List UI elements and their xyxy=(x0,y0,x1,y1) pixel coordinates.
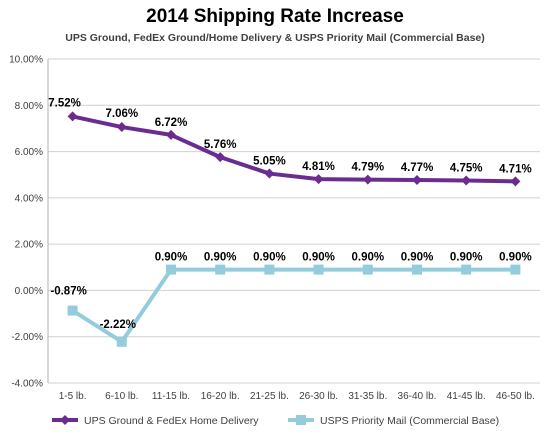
chart-title: 2014 Shipping Rate Increase xyxy=(146,6,404,27)
y-tick-label: -2.00% xyxy=(11,332,43,343)
data-point-series-2 xyxy=(215,264,226,275)
y-tick-label: 2.00% xyxy=(15,240,43,251)
data-label-series-2: 0.90% xyxy=(302,252,335,264)
series-line-1 xyxy=(72,114,516,184)
y-tick-label: 10.00% xyxy=(9,55,43,66)
data-point-series-2 xyxy=(412,264,422,275)
data-label-series-2: 0.90% xyxy=(499,252,532,264)
data-label-series-1: 4.77% xyxy=(401,162,434,174)
x-tick-label: 46-50 lb. xyxy=(496,391,535,402)
data-point-series-1 xyxy=(116,122,127,133)
data-label-series-1: 4.75% xyxy=(450,163,483,175)
data-point-series-1 xyxy=(510,176,521,187)
data-label-series-1: 4.81% xyxy=(302,161,335,173)
data-point-series-2 xyxy=(166,264,176,275)
y-tick-label: -4.00% xyxy=(11,379,43,390)
x-tick-label: 16-20 lb. xyxy=(201,391,240,402)
legend-label-series-2: USPS Priority Mail (Commercial Base) xyxy=(320,415,499,427)
data-point-series-1 xyxy=(461,175,472,186)
data-point-series-1 xyxy=(412,175,422,186)
data-point-series-2 xyxy=(264,264,275,275)
data-point-series-1 xyxy=(362,174,373,185)
data-point-series-2 xyxy=(362,264,373,275)
data-point-series-2 xyxy=(313,264,324,275)
series-line-2 xyxy=(71,267,516,344)
data-label-series-2: 0.90% xyxy=(155,252,188,264)
data-label-series-2: 0.90% xyxy=(253,252,286,264)
data-point-series-1 xyxy=(215,152,226,163)
data-point-series-2 xyxy=(67,305,78,316)
x-tick-label: 31-35 lb. xyxy=(348,391,387,402)
data-label-series-2: 0.90% xyxy=(450,252,483,264)
x-tick-label: 41-45 lb. xyxy=(447,391,486,402)
data-label-series-2: 0.90% xyxy=(351,252,384,264)
data-label-series-1: 7.06% xyxy=(105,108,138,120)
data-label-series-1: 5.76% xyxy=(204,139,237,151)
x-tick-label: 1-5 lb. xyxy=(59,391,87,402)
x-tick-label: 6-10 lb. xyxy=(105,391,138,402)
data-label-series-2: -0.87% xyxy=(50,286,86,298)
data-label-series-2: 0.90% xyxy=(204,252,237,264)
data-label-series-1: 7.52% xyxy=(48,97,81,109)
data-point-series-1 xyxy=(264,168,275,179)
y-tick-label: 8.00% xyxy=(15,101,43,112)
x-tick-label: 21-25 lb. xyxy=(250,391,289,402)
y-tick-label: 6.00% xyxy=(15,147,43,158)
data-label-series-1: 5.05% xyxy=(253,156,286,168)
legend-marker-series-2 xyxy=(296,415,306,425)
legend-label-series-1: UPS Ground & FedEx Home Delivery xyxy=(84,415,259,427)
x-tick-label: 36-40 lb. xyxy=(398,391,437,402)
data-label-series-1: 4.79% xyxy=(351,162,384,174)
data-label-series-1: 4.71% xyxy=(499,163,532,175)
data-point-series-1 xyxy=(67,111,78,122)
data-label-series-1: 6.72% xyxy=(155,117,188,129)
x-tick-label: 26-30 lb. xyxy=(299,391,338,402)
data-point-series-2 xyxy=(461,264,472,275)
y-tick-label: 4.00% xyxy=(15,193,43,204)
data-point-series-1 xyxy=(313,174,324,185)
data-label-series-2: -2.22% xyxy=(100,319,136,331)
data-point-series-2 xyxy=(116,336,127,347)
data-point-series-1 xyxy=(166,129,176,140)
y-tick-label: 0.00% xyxy=(15,286,43,297)
data-label-series-2: 0.90% xyxy=(401,252,434,264)
chart-subtitle: UPS Ground, FedEx Ground/Home Delivery &… xyxy=(65,32,485,44)
data-point-series-2 xyxy=(510,264,521,275)
x-tick-label: 11-15 lb. xyxy=(152,391,190,402)
legend-marker-series-1 xyxy=(60,415,70,425)
